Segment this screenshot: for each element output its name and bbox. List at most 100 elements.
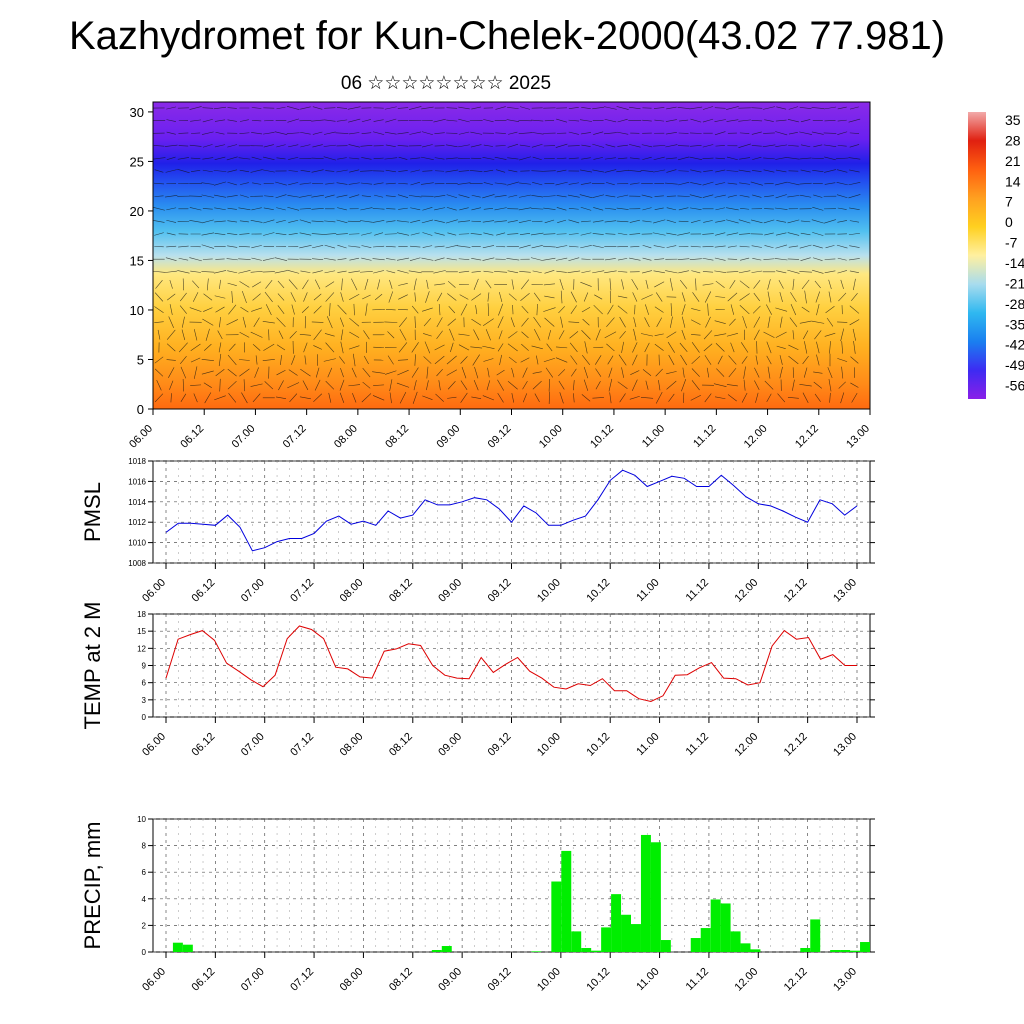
wind-arrow — [348, 182, 360, 185]
colorbar-label: -42 — [1005, 337, 1024, 353]
wind-arrow — [458, 118, 470, 123]
wind-arrow — [410, 169, 420, 173]
wind-arrow — [582, 318, 590, 326]
wind-arrow — [228, 343, 236, 352]
wind-arrow — [227, 144, 238, 148]
wind-arrow — [153, 220, 165, 223]
wind-arrow — [802, 355, 809, 365]
wind-arrow — [192, 292, 199, 302]
wind-arrow — [276, 207, 286, 211]
wind-arrow — [679, 119, 689, 122]
wind-arrow — [189, 220, 202, 223]
wind-arrow — [616, 106, 629, 110]
wind-arrow — [410, 232, 420, 236]
wind-arrow — [665, 157, 677, 160]
wind-arrow — [201, 271, 215, 273]
wind-arrow — [180, 355, 187, 365]
wind-arrow — [166, 119, 176, 122]
wind-arrow — [336, 194, 348, 198]
wind-arrow — [595, 368, 602, 377]
wind-arrow — [727, 292, 738, 302]
wind-arrow — [521, 343, 529, 351]
wind-arrow — [532, 380, 542, 390]
wind-arrow — [243, 379, 246, 392]
wind-arrow — [581, 394, 591, 402]
wind-arrow — [289, 393, 298, 403]
wind-arrow — [166, 329, 176, 340]
wind-arrow — [617, 157, 628, 160]
wind-arrow — [666, 245, 677, 248]
wind-arrow — [348, 245, 361, 248]
wind-arrow — [278, 330, 284, 340]
wind-arrow — [226, 319, 239, 326]
wind-arrow — [837, 145, 847, 147]
wind-arrow — [689, 194, 702, 198]
wind-arrow — [666, 106, 677, 110]
wind-arrow — [498, 303, 504, 316]
wind-arrow — [629, 257, 641, 261]
wind-arrow — [434, 132, 445, 135]
wind-arrow — [384, 157, 398, 160]
wind-arrow — [422, 245, 433, 248]
wind-arrow — [568, 131, 579, 135]
temp-x-tick-label: 09.12 — [486, 731, 514, 759]
wind-arrow — [227, 380, 237, 390]
wind-arrow — [154, 368, 164, 377]
wind-arrow — [507, 107, 519, 109]
wind-arrow — [193, 329, 198, 341]
wind-arrow — [458, 270, 470, 273]
wind-arrow — [396, 232, 410, 236]
wind-arrow — [483, 232, 494, 236]
wind-arrow — [788, 132, 798, 135]
wind-arrow — [277, 293, 285, 301]
precip-x-tick-label: 12.00 — [732, 966, 760, 994]
wind-arrow — [154, 232, 164, 236]
wind-arrow — [192, 280, 200, 289]
wind-arrow — [767, 316, 771, 329]
wind-arrow — [312, 106, 323, 110]
wind-arrow — [239, 368, 250, 377]
wind-arrow — [239, 169, 250, 173]
wind-arrow — [518, 207, 532, 211]
wind-arrow — [359, 220, 373, 223]
wind-arrow — [787, 397, 799, 399]
wind-arrow — [653, 219, 666, 224]
temp-ylabel: TEMP at 2 M — [80, 602, 105, 730]
wind-arrow — [823, 106, 837, 110]
wind-arrow — [581, 306, 591, 313]
wind-arrow — [837, 207, 847, 210]
wind-arrow — [300, 106, 311, 110]
wind-arrow — [555, 257, 568, 261]
wind-arrow — [520, 357, 530, 363]
wind-arrow — [398, 309, 408, 311]
wind-arrow — [252, 293, 261, 301]
precip-bar — [750, 949, 761, 952]
wind-arrow — [483, 207, 494, 210]
wind-arrow — [726, 170, 739, 172]
wind-arrow — [568, 208, 579, 210]
wind-arrow — [274, 270, 288, 274]
wind-arrow — [629, 395, 640, 400]
wind-arrow — [582, 354, 590, 366]
wind-arrow — [262, 359, 275, 361]
wind-arrow — [189, 195, 202, 197]
wind-arrow — [303, 292, 308, 302]
wind-arrow — [681, 304, 686, 316]
wind-arrow — [251, 156, 262, 161]
precip-x-tick-label: 08.12 — [387, 966, 415, 994]
wind-arrow — [828, 291, 832, 303]
wind-arrow — [426, 279, 429, 289]
wind-arrow — [690, 319, 701, 325]
wind-arrow — [469, 170, 483, 172]
wind-arrow — [776, 220, 787, 223]
wind-arrow — [324, 194, 335, 198]
wind-arrow — [715, 207, 726, 211]
wind-arrow — [325, 292, 335, 302]
wind-arrow — [153, 207, 165, 211]
precip-bar — [640, 834, 651, 952]
wind-arrow — [324, 333, 335, 337]
wind-arrow — [397, 369, 409, 376]
wind-arrow — [849, 258, 860, 261]
wind-arrow — [543, 357, 556, 363]
wind-arrow — [362, 381, 371, 389]
